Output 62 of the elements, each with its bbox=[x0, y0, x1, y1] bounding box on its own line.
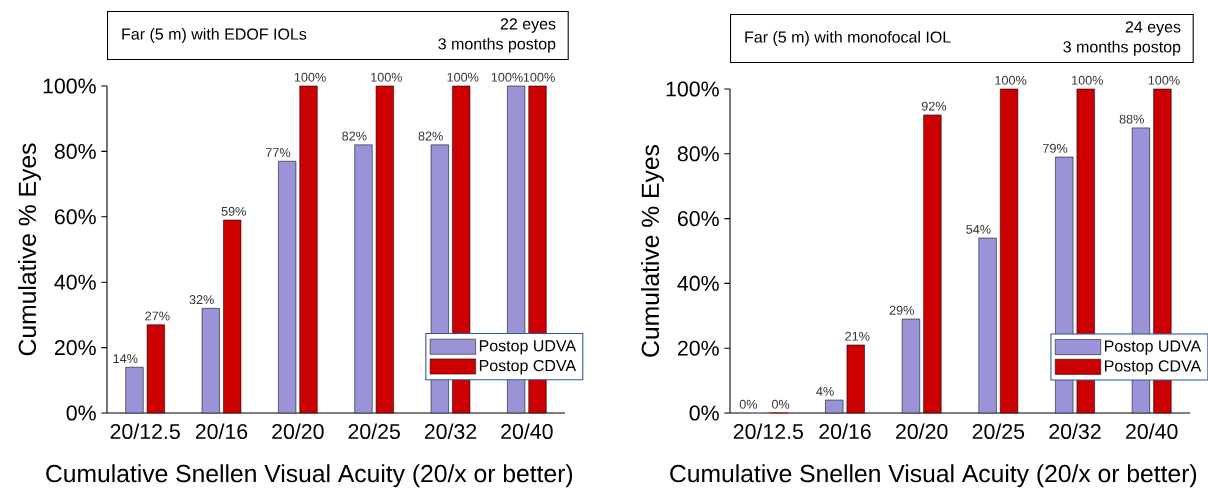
x-tick-label: 20/40 bbox=[501, 423, 553, 440]
y-axis-title: Cumulative % Eyes bbox=[640, 145, 664, 357]
data-label: 100% bbox=[523, 72, 555, 82]
data-label: 59% bbox=[221, 206, 246, 216]
text: 22 eyes bbox=[500, 18, 556, 33]
chart-title: Far (5 m) with monofocal IOL bbox=[745, 31, 951, 46]
y-tick-label: 80% bbox=[54, 143, 96, 159]
chart-title: Far (5 m) with EDOF IOLs bbox=[122, 28, 307, 43]
data-label: 100% bbox=[491, 72, 523, 82]
data-label: 82% bbox=[418, 131, 443, 141]
y-tick-label: 100% bbox=[43, 78, 96, 94]
data-label: 0% bbox=[739, 399, 758, 409]
legend-label: Postop UDVA bbox=[1104, 340, 1202, 355]
x-tick-label: 20/32 bbox=[424, 423, 477, 440]
x-axis-title: Cumulative Snellen Visual Acuity (20/x or better) bbox=[46, 464, 573, 488]
data-label: 100% bbox=[1148, 75, 1180, 85]
x-tick-label: 20/25 bbox=[972, 423, 1025, 440]
data-label: 29% bbox=[889, 305, 914, 315]
data-label: 14% bbox=[113, 354, 138, 363]
y-tick-label: 80% bbox=[677, 146, 719, 162]
y-tick-label: 40% bbox=[677, 275, 719, 291]
y-tick-label: 60% bbox=[677, 211, 719, 227]
y-tick-label: 0% bbox=[689, 405, 719, 421]
y-tick-label: 100% bbox=[666, 81, 719, 97]
data-label: 4% bbox=[816, 386, 834, 396]
data-label: 54% bbox=[966, 224, 991, 234]
y-axis-title: Cumulative % Eyes bbox=[17, 143, 41, 356]
data-label: 88% bbox=[1119, 114, 1144, 124]
data-label: 100% bbox=[1072, 75, 1104, 85]
x-tick-label: 20/12.5 bbox=[110, 423, 180, 440]
text: 24 eyes bbox=[1125, 21, 1181, 36]
x-tick-label: 20/32 bbox=[1049, 423, 1101, 440]
data-label: 100% bbox=[447, 72, 479, 82]
data-label: 0% bbox=[771, 399, 790, 409]
x-tick-label: 20/25 bbox=[348, 423, 400, 440]
data-label: 82% bbox=[342, 131, 367, 141]
y-tick-label: 0% bbox=[66, 405, 96, 421]
y-tick-label: 60% bbox=[54, 209, 96, 225]
legend-label: Postop UDVA bbox=[479, 340, 577, 355]
data-label: 100% bbox=[294, 72, 326, 82]
text: 3 months postop bbox=[438, 37, 556, 53]
x-tick-label: 20/20 bbox=[272, 423, 324, 440]
data-label: 100% bbox=[371, 72, 403, 82]
y-tick-label: 40% bbox=[54, 274, 96, 290]
x-tick-label: 20/16 bbox=[819, 423, 871, 440]
legend-label: Postop CDVA bbox=[479, 359, 577, 375]
x-axis-title: Cumulative Snellen Visual Acuity (20/x or better) bbox=[670, 464, 1197, 488]
data-label: 79% bbox=[1043, 143, 1068, 153]
data-label: 32% bbox=[189, 295, 214, 305]
data-label: 92% bbox=[921, 101, 947, 111]
data-label: 100% bbox=[995, 75, 1027, 85]
data-label: 21% bbox=[845, 331, 870, 341]
x-tick-label: 20/16 bbox=[195, 423, 248, 440]
y-tick-label: 20% bbox=[54, 340, 96, 356]
data-label: 77% bbox=[265, 148, 291, 157]
y-tick-label: 20% bbox=[677, 340, 719, 356]
x-tick-label: 20/12.5 bbox=[733, 423, 804, 440]
data-label: 27% bbox=[145, 311, 170, 321]
x-tick-label: 20/20 bbox=[896, 423, 948, 440]
legend-label: Postop CDVA bbox=[1104, 360, 1202, 375]
x-tick-label: 20/40 bbox=[1126, 423, 1178, 440]
text: 3 months postop bbox=[1063, 40, 1181, 56]
